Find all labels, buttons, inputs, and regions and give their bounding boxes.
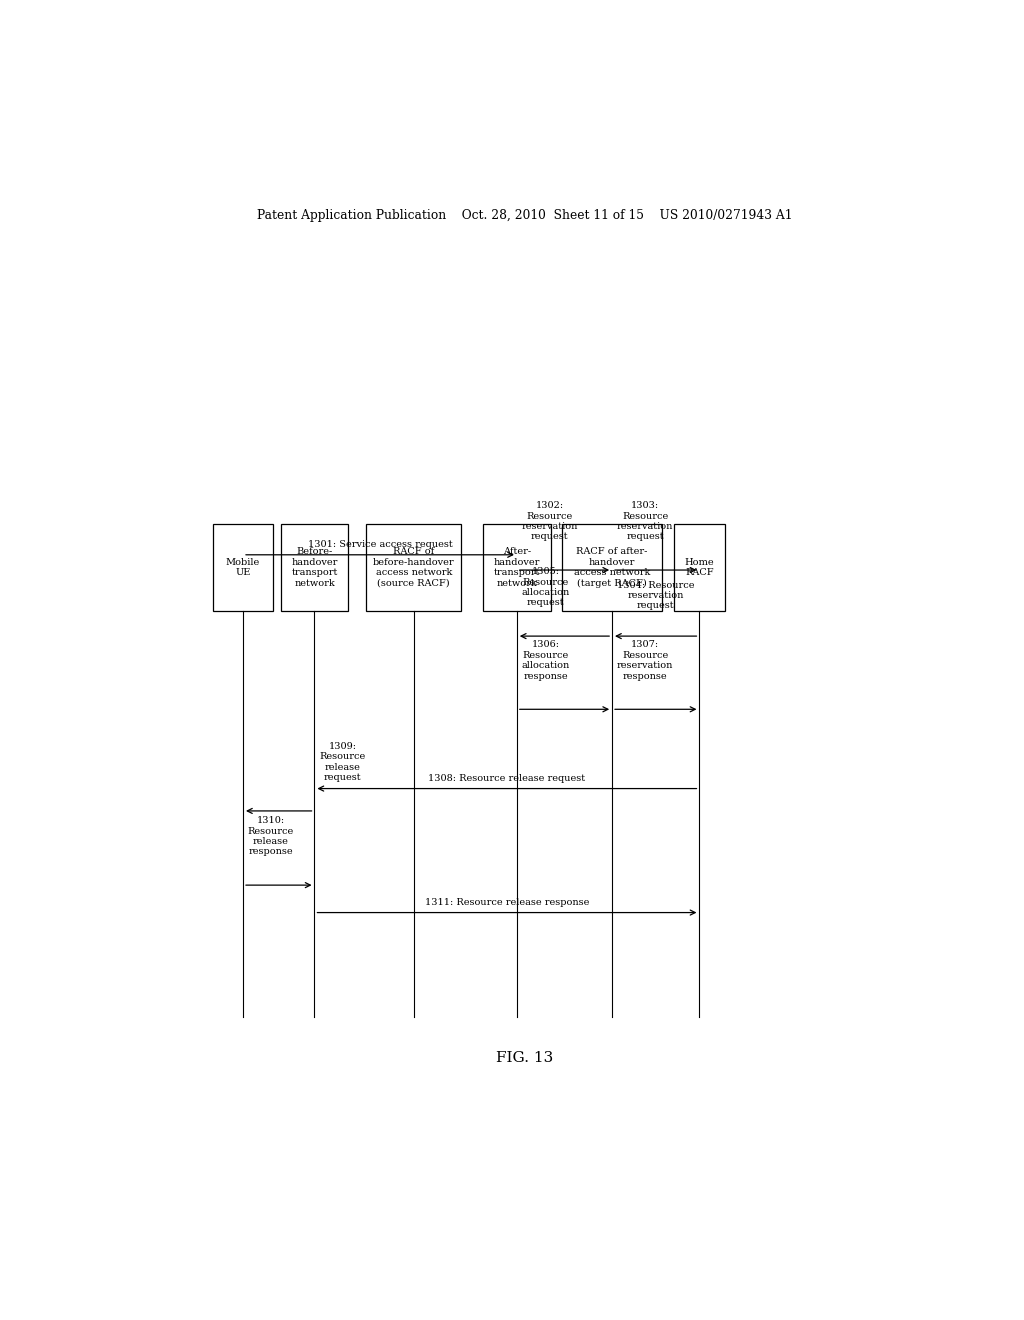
- Bar: [213, 524, 272, 611]
- Text: Home
RACF: Home RACF: [685, 558, 714, 577]
- Text: RACF of
before-handover
access network
(source RACF): RACF of before-handover access network (…: [373, 548, 455, 587]
- Bar: [281, 524, 348, 611]
- Text: 1310:
Resource
release
response: 1310: Resource release response: [248, 816, 294, 857]
- Text: 1305:
Resource
allocation
request: 1305: Resource allocation request: [521, 568, 570, 607]
- Text: 1308: Resource release request: 1308: Resource release request: [428, 774, 586, 783]
- Text: Mobile
UE: Mobile UE: [226, 558, 260, 577]
- Text: 1301: Service access request: 1301: Service access request: [307, 540, 453, 549]
- Bar: [562, 524, 662, 611]
- Text: 1306:
Resource
allocation
response: 1306: Resource allocation response: [521, 640, 570, 681]
- Bar: [674, 524, 725, 611]
- Bar: [367, 524, 461, 611]
- Text: 1311: Resource release response: 1311: Resource release response: [425, 898, 589, 907]
- Text: After-
handover
transport
network: After- handover transport network: [494, 548, 540, 587]
- Text: 1303:
Resource
reservation
request: 1303: Resource reservation request: [616, 502, 673, 541]
- Text: 1302:
Resource
reservation
request: 1302: Resource reservation request: [521, 502, 578, 541]
- Text: 1307:
Resource
reservation
response: 1307: Resource reservation response: [616, 640, 673, 681]
- Bar: [483, 524, 551, 611]
- Text: Patent Application Publication    Oct. 28, 2010  Sheet 11 of 15    US 2010/02719: Patent Application Publication Oct. 28, …: [257, 209, 793, 222]
- Text: Before-
handover
transport
network: Before- handover transport network: [291, 548, 338, 587]
- Text: 1304: Resource
reservation
request: 1304: Resource reservation request: [616, 581, 694, 610]
- Text: RACF of after-
handover
access network
(target RACF): RACF of after- handover access network (…: [573, 548, 650, 587]
- Text: 1309:
Resource
release
request: 1309: Resource release request: [319, 742, 366, 783]
- Text: FIG. 13: FIG. 13: [497, 1051, 553, 1065]
